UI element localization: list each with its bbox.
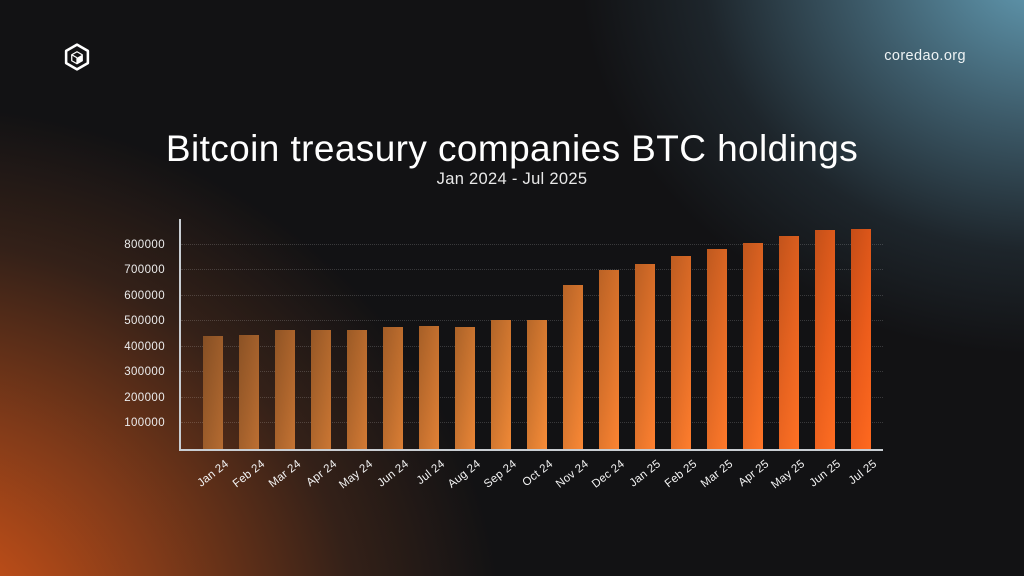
y-axis-tick-label: 600000 [124,289,165,302]
y-axis-tick-label: 700000 [124,264,165,277]
bar-jun-24 [383,327,403,449]
y-axis-tick-label: 100000 [124,417,165,430]
bar-jan-25 [635,264,655,449]
x-axis-tick-label: May 25 [769,458,808,492]
bar-jul-24 [419,326,439,449]
bar-slot-may-24: May 24 [337,219,375,491]
site-url: coredao.org [884,48,966,64]
x-axis-tick-label: Oct 24 [520,458,556,490]
bar-may-24 [347,330,367,449]
x-axis-tick-label: Jun 24 [375,458,412,490]
gridline-700000: 700000 [124,264,883,276]
bar-slot-jun-25: Jun 25 [807,219,843,489]
bar-mar-24 [275,330,295,449]
bar-slot-jul-24: Jul 24 [411,219,447,487]
bar-dec-24 [599,270,619,449]
bar-mar-25 [707,249,727,449]
y-axis-tick-label: 400000 [124,340,165,353]
x-axis-tick-label: Jan 24 [195,458,232,490]
x-axis-tick-label: Feb 25 [662,458,700,491]
bar-slot-nov-24: Nov 24 [554,219,591,491]
x-axis-tick-label: Jan 25 [627,458,664,490]
x-axis-tick-label: Jul 24 [414,458,448,488]
x-axis-tick-label: Aug 24 [446,458,484,491]
bar-sep-24 [491,320,511,449]
bar-slot-sep-24: Sep 24 [482,219,519,491]
x-axis-tick-label: Nov 24 [554,458,592,491]
x-axis-tick-label: Sep 24 [482,458,520,491]
bar-slot-feb-24: Feb 24 [231,219,267,490]
bar-slot-jan-24: Jan 24 [195,219,231,489]
x-axis-tick-label: Feb 24 [230,458,268,491]
bar-aug-24 [455,326,475,449]
bar-jun-25 [815,230,835,449]
bar-slot-jan-25: Jan 25 [627,219,663,489]
x-axis-tick-label: Apr 24 [304,458,340,490]
bar-slot-apr-25: Apr 25 [735,219,771,489]
bar-slot-aug-24: Aug 24 [446,219,483,491]
bars-container: Jan 24 Feb 24 Mar 24 Apr 24 May 24 Jun 24 Jul … [195,219,879,491]
bar-slot-jul-25: Jul 25 [843,219,879,487]
x-axis-tick-label: May 24 [337,458,376,492]
y-axis-tick-label: 500000 [124,315,165,328]
bar-nov-24 [563,285,583,449]
y-axis-tick-label: 800000 [124,238,165,251]
x-axis-tick-label: Mar 24 [266,458,304,491]
x-axis-tick-label: Mar 25 [698,458,736,491]
bar-slot-mar-24: Mar 24 [267,219,303,490]
bar-slot-may-25: May 25 [769,219,807,491]
gridline-600000: 600000 [124,290,883,302]
x-axis-tick-label: Dec 24 [590,458,628,491]
bar-jul-25 [851,228,871,449]
x-axis-tick-label: Apr 25 [736,458,772,490]
chart-title: Bitcoin treasury companies BTC holdings [165,127,859,169]
bar-apr-24 [311,330,331,449]
chart-subtitle: Jan 2024 - Jul 2025 [436,170,588,188]
bar-slot-dec-24: Dec 24 [590,219,627,491]
bar-slot-mar-25: Mar 25 [699,219,735,490]
btc-holdings-bar-chart: 100000 200000 300000 400000 500000 600000 7000… [124,219,883,491]
bar-feb-24 [239,335,259,449]
bar-slot-feb-25: Feb 25 [663,219,699,490]
y-axis-tick-label: 300000 [124,366,165,379]
coredao-logo-icon [64,43,90,71]
bar-slot-jun-24: Jun 24 [375,219,411,489]
gridline-800000: 800000 [124,239,883,251]
y-axis-tick-label: 200000 [124,391,165,404]
x-axis-tick-label: Jun 25 [807,458,844,490]
bar-oct-24 [527,320,547,449]
bar-feb-25 [671,256,691,449]
bar-slot-apr-24: Apr 24 [303,219,339,489]
bar-may-25 [779,236,799,449]
x-axis-tick-label: Jul 25 [846,458,880,488]
bar-apr-25 [743,242,763,449]
bar-jan-24 [203,336,223,449]
bar-slot-oct-24: Oct 24 [519,219,555,489]
